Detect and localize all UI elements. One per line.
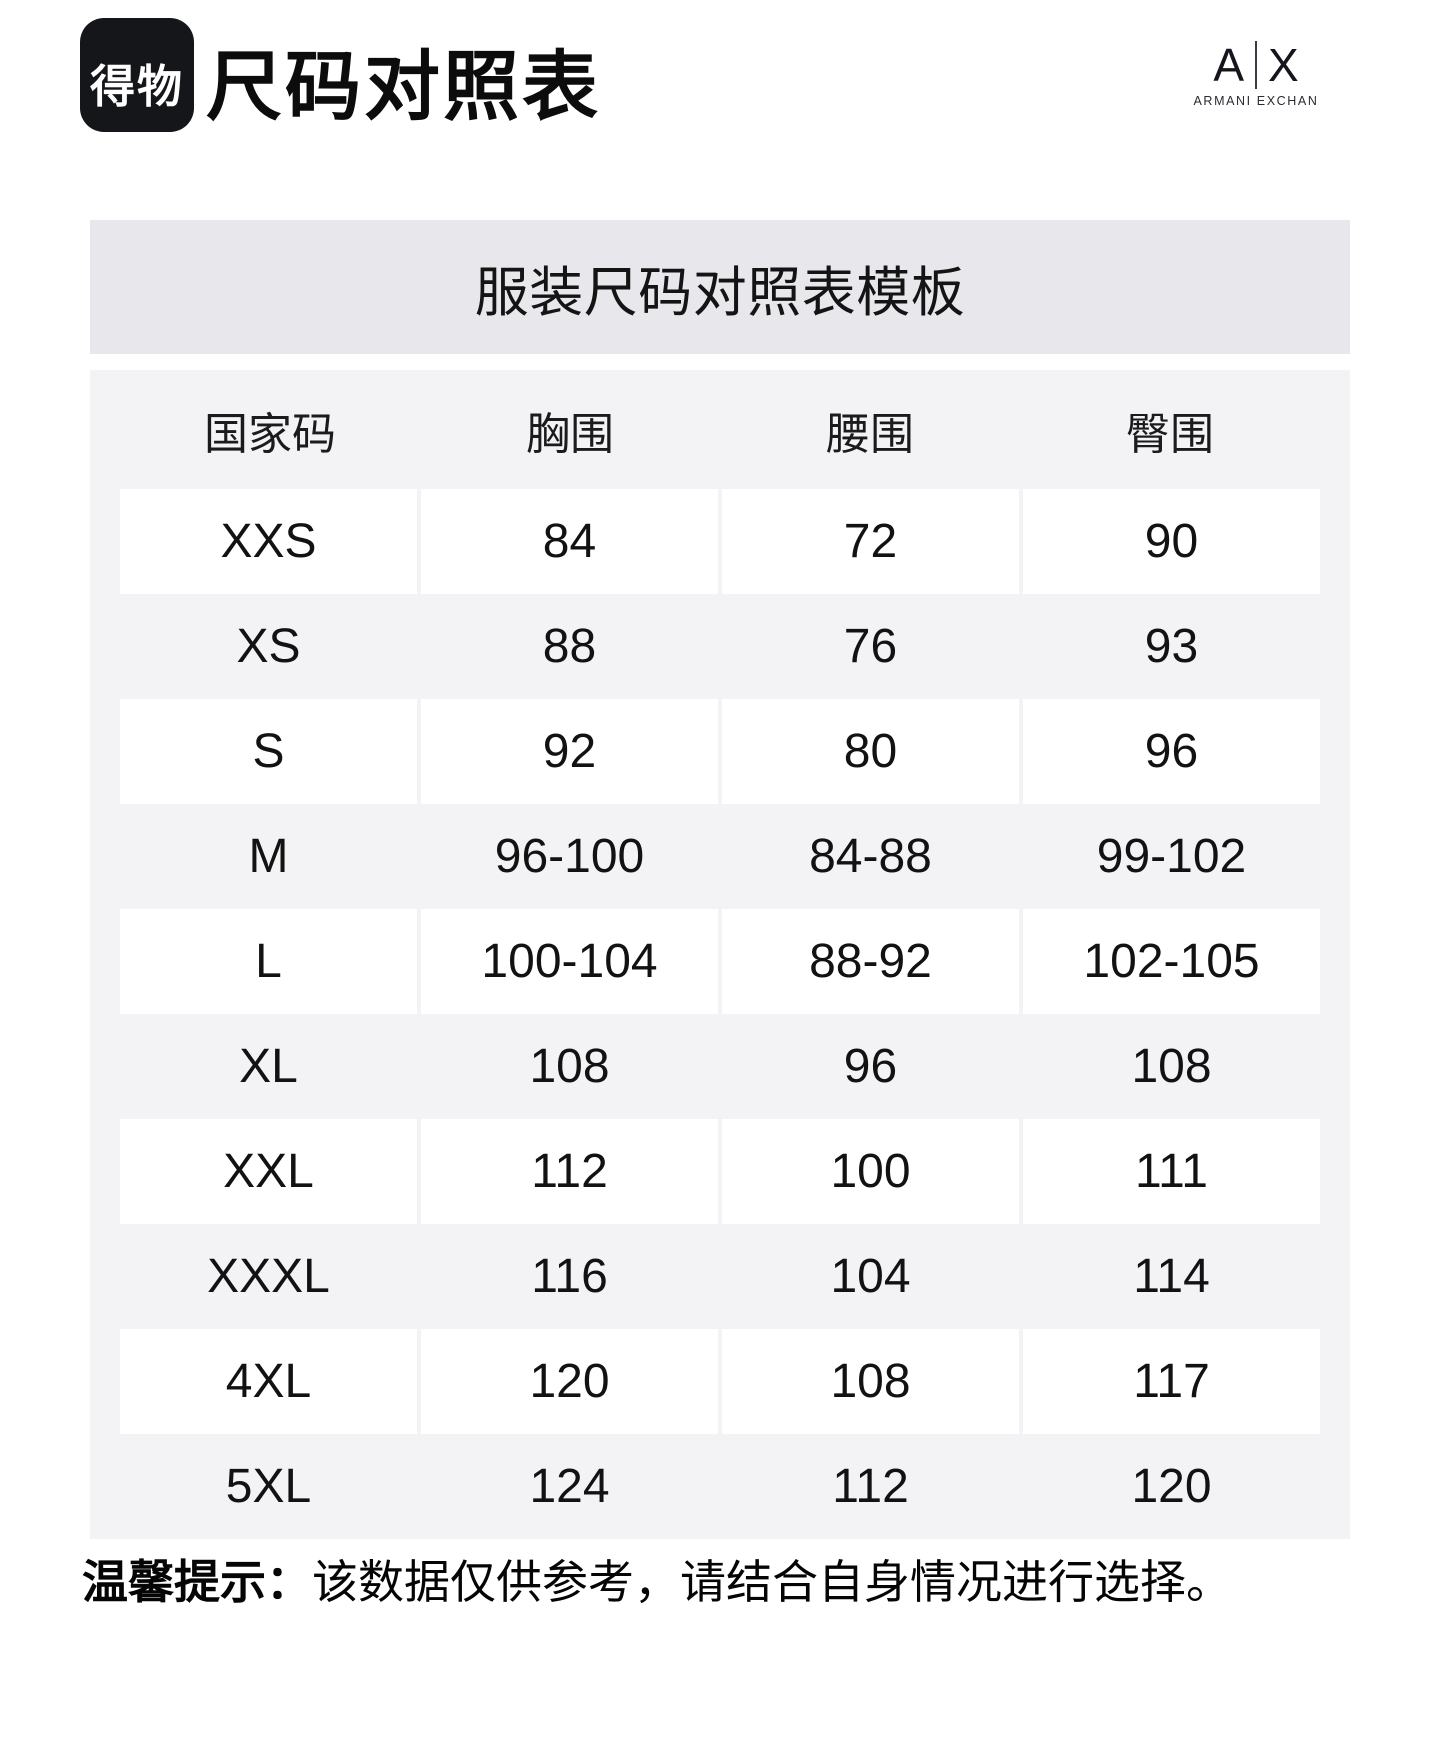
size-cell: 5XL xyxy=(225,1460,312,1513)
chest-cell: 92 xyxy=(421,699,718,804)
table-title-bar: 服装尺码对照表模板 xyxy=(90,220,1350,354)
brand-logo: A X ARMANI EXCHAN xyxy=(1156,40,1356,108)
waist-cell: 72 xyxy=(722,489,1019,594)
size-cell: XXXL xyxy=(207,1250,330,1303)
chest-cell: 100-104 xyxy=(421,909,718,1014)
size-table: 国家码 胸围 腰围 臀围 XXS 84 72 90 XS 88 76 93 S … xyxy=(90,370,1350,1539)
table-title: 服装尺码对照表模板 xyxy=(474,262,966,323)
table-header-row: 国家码 胸围 腰围 臀围 xyxy=(90,370,1350,489)
page-title: 尺码对照表 xyxy=(206,45,601,130)
chest-cell: 88 xyxy=(542,620,597,673)
chest-cell: 84 xyxy=(421,489,718,594)
size-cell: L xyxy=(120,909,417,1014)
table-row-xs: XS 88 76 93 xyxy=(90,594,1350,699)
waist-cell: 96 xyxy=(843,1040,898,1093)
hip-cell: 117 xyxy=(1023,1329,1320,1434)
waist-cell: 88-92 xyxy=(722,909,1019,1014)
hip-cell: 90 xyxy=(1023,489,1320,594)
size-cell: M xyxy=(248,830,289,883)
note-text: 该数据仅供参考，请结合自身情况进行选择。 xyxy=(312,1556,1232,1608)
size-cell: XL xyxy=(239,1040,298,1093)
column-header-chest: 胸围 xyxy=(526,409,614,459)
table-row-m: M 96-100 84-88 99-102 xyxy=(90,804,1350,909)
waist-cell: 100 xyxy=(722,1119,1019,1224)
waist-cell: 108 xyxy=(722,1329,1019,1434)
note-label: 温馨提示： xyxy=(82,1556,312,1608)
table-row-l: L 100-104 88-92 102-105 xyxy=(90,909,1350,1014)
hip-cell: 96 xyxy=(1023,699,1320,804)
dewu-logo-text: 得物 xyxy=(89,60,184,112)
hip-cell: 93 xyxy=(1144,620,1199,673)
size-cell: XXL xyxy=(120,1119,417,1224)
brand-letter-a: A xyxy=(1213,39,1244,91)
table-row-5xl: 5XL 124 112 120 xyxy=(90,1434,1350,1539)
waist-cell: 84-88 xyxy=(809,830,932,883)
dewu-logo: 得物 xyxy=(80,18,194,132)
column-header-waist: 腰围 xyxy=(826,409,914,459)
hip-cell: 99-102 xyxy=(1096,830,1247,883)
hip-cell: 120 xyxy=(1131,1460,1212,1513)
chest-cell: 124 xyxy=(529,1460,610,1513)
waist-cell: 76 xyxy=(843,620,898,673)
table-row-xxxl: XXXL 116 104 114 xyxy=(90,1224,1350,1329)
ax-monogram: A X xyxy=(1156,40,1356,90)
brand-name: ARMANI EXCHAN xyxy=(1193,94,1319,108)
table-row-4xl: 4XL 120 108 117 xyxy=(90,1329,1350,1434)
size-cell: 4XL xyxy=(120,1329,417,1434)
chest-cell: 120 xyxy=(421,1329,718,1434)
size-cell: XXS xyxy=(120,489,417,594)
table-row-s: S 92 80 96 xyxy=(90,699,1350,804)
hip-cell: 102-105 xyxy=(1023,909,1320,1014)
hip-cell: 108 xyxy=(1131,1040,1212,1093)
chest-cell: 96-100 xyxy=(494,830,645,883)
chest-cell: 112 xyxy=(421,1119,718,1224)
size-cell: S xyxy=(120,699,417,804)
vertical-divider xyxy=(1255,41,1257,89)
bottom-note: 温馨提示：该数据仅供参考，请结合自身情况进行选择。 xyxy=(82,1552,1232,1612)
column-header-country-size: 国家码 xyxy=(204,409,336,459)
waist-cell: 104 xyxy=(830,1250,911,1303)
waist-cell: 112 xyxy=(832,1460,909,1513)
brand-letter-x: X xyxy=(1268,39,1299,91)
hip-cell: 114 xyxy=(1133,1250,1210,1303)
table-row-xxs: XXS 84 72 90 xyxy=(90,489,1350,594)
hip-cell: 111 xyxy=(1023,1119,1320,1224)
size-cell: XS xyxy=(236,620,301,673)
table-row-xl: XL 108 96 108 xyxy=(90,1014,1350,1119)
table-row-xxl: XXL 112 100 111 xyxy=(90,1119,1350,1224)
chest-cell: 116 xyxy=(531,1250,608,1303)
chest-cell: 108 xyxy=(529,1040,610,1093)
column-header-hip: 臀围 xyxy=(1126,409,1214,459)
waist-cell: 80 xyxy=(722,699,1019,804)
